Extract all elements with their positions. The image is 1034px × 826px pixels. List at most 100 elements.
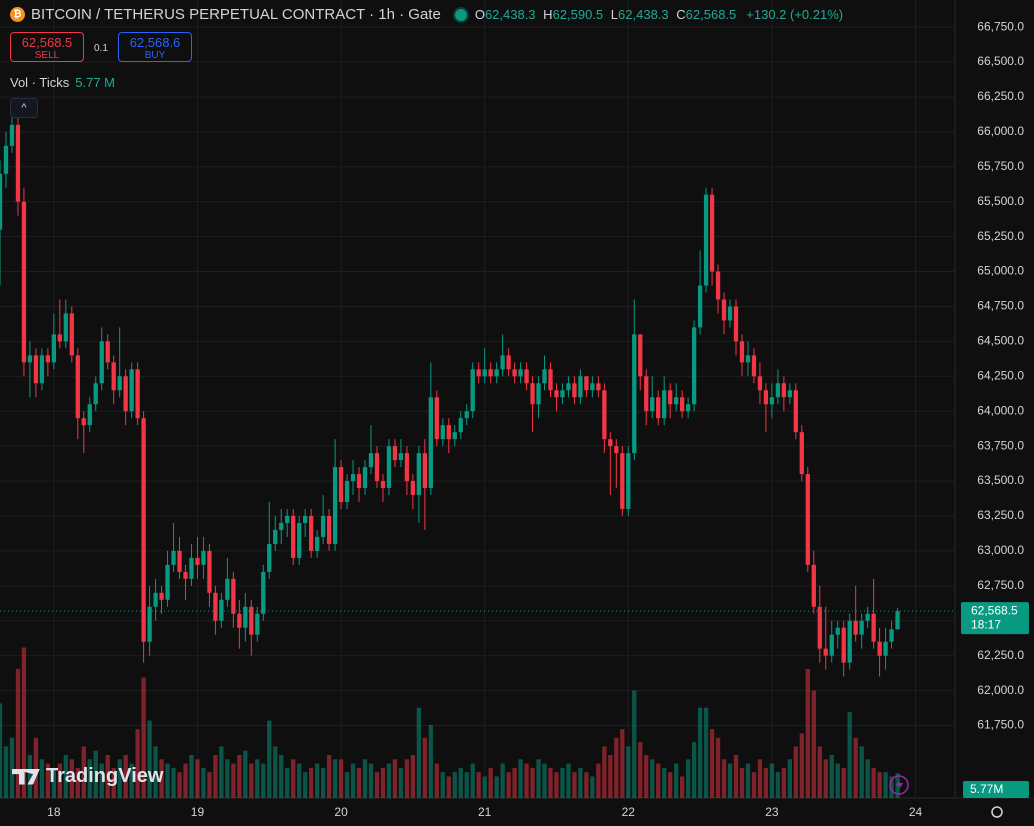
- candle-body: [39, 355, 45, 384]
- volume-bar: [159, 759, 164, 798]
- candle-body: [368, 453, 374, 468]
- sell-button[interactable]: 62,568.5 SELL: [10, 32, 84, 62]
- candle-body: [99, 341, 104, 384]
- x-tick-label: 24: [909, 805, 923, 819]
- sell-price: 62,568.5: [21, 35, 73, 50]
- candle-body: [69, 313, 74, 356]
- volume-bar: [207, 772, 212, 798]
- volume-bar: [560, 767, 565, 798]
- volume-bar: [374, 772, 380, 798]
- volume-bar: [781, 767, 787, 798]
- quantity: 0.1: [94, 43, 108, 54]
- candle-body: [404, 453, 410, 482]
- volume-bar: [213, 755, 218, 798]
- volume-bar: [626, 746, 631, 798]
- volume-bar: [428, 724, 433, 798]
- volume-bar: [452, 772, 457, 798]
- candle-body: [33, 355, 39, 384]
- volume-bar: [476, 772, 481, 798]
- volume-bar: [721, 759, 727, 798]
- candle-body: [314, 536, 320, 551]
- volume-bar: [847, 712, 852, 798]
- volume-bar: [249, 763, 254, 798]
- volume-bar: [727, 763, 733, 798]
- candle-body: [165, 564, 170, 600]
- volume-bar: [105, 755, 110, 798]
- buy-button[interactable]: 62,568.6 BUY: [118, 32, 192, 62]
- volume-bar: [87, 759, 92, 798]
- candle-body: [727, 306, 733, 321]
- candle-body: [506, 355, 511, 370]
- candle-body: [853, 620, 858, 635]
- volume-bar: [685, 759, 691, 798]
- candle-body: [267, 543, 272, 572]
- volume-bar: [15, 669, 21, 798]
- volume-bar: [93, 750, 98, 798]
- ohlc-value: 62,438.3: [484, 7, 536, 22]
- candle-body: [566, 383, 571, 391]
- volume-bar: [51, 767, 57, 798]
- candle-body: [189, 557, 194, 579]
- volume-bar: [805, 669, 810, 798]
- candle-body: [548, 369, 553, 391]
- candle-body: [865, 613, 870, 621]
- volume-bar: [865, 759, 870, 798]
- legend-header: ₿ BITCOIN / TETHERUS PERPETUAL CONTRACT …: [10, 6, 843, 23]
- y-tick-label: 65,750.0: [977, 159, 1024, 173]
- volume-bar: [267, 720, 272, 798]
- candle-body: [159, 592, 164, 600]
- volume-bar: [237, 755, 242, 798]
- volume-bar: [662, 767, 667, 798]
- volume-bar: [871, 767, 876, 798]
- volume-bar: [548, 767, 553, 798]
- volume-bar: [674, 763, 679, 798]
- candle-body: [841, 627, 846, 663]
- volume-bar: [147, 720, 152, 798]
- volume-bar: [225, 759, 230, 798]
- ohlc-label: C: [676, 7, 686, 22]
- volume-bar: [602, 746, 607, 798]
- price-badge: [961, 602, 1029, 635]
- candle-body: [674, 397, 679, 405]
- candle-body: [75, 355, 80, 419]
- volume-bar: [733, 755, 739, 798]
- candle-body: [715, 271, 721, 300]
- candle-body: [733, 306, 739, 342]
- volume-bar: [853, 737, 858, 798]
- volume-bar: [57, 763, 62, 798]
- volume-bar: [291, 759, 296, 798]
- candle-body: [195, 557, 200, 565]
- y-tick-label: 63,750.0: [977, 438, 1024, 452]
- volume-bar: [380, 767, 386, 798]
- volume-bar: [518, 759, 523, 798]
- volume-bar: [243, 750, 248, 798]
- volume-bar: [141, 677, 146, 798]
- collapse-button[interactable]: ^: [10, 98, 38, 118]
- y-tick-label: 64,000.0: [977, 403, 1024, 417]
- volume-bar: [596, 763, 601, 798]
- volume-bar: [703, 707, 709, 798]
- candle-body: [751, 355, 757, 377]
- candle-body: [578, 376, 583, 398]
- volume-bar: [799, 733, 804, 798]
- candle-body: [338, 467, 344, 503]
- market-status: [452, 6, 469, 23]
- volume-bar: [303, 772, 308, 798]
- candle-body: [494, 369, 499, 377]
- candle-body: [638, 334, 643, 377]
- volume-bar: [512, 767, 517, 798]
- candle-body: [147, 606, 152, 642]
- candle-body: [446, 425, 451, 440]
- volume-bar: [829, 755, 834, 798]
- candle-body: [805, 474, 810, 565]
- alert-bolt: [896, 779, 903, 791]
- candle-body: [87, 404, 92, 426]
- volume-bar: [39, 759, 45, 798]
- volume-bar: [500, 763, 505, 798]
- volume-bar: [165, 763, 170, 798]
- volume-bar: [416, 707, 422, 798]
- volume-bar: [584, 772, 589, 798]
- candle-body: [668, 390, 673, 405]
- indicator-legend[interactable]: Vol · Ticks 5.77 M: [10, 75, 115, 90]
- volume-bar: [273, 746, 278, 798]
